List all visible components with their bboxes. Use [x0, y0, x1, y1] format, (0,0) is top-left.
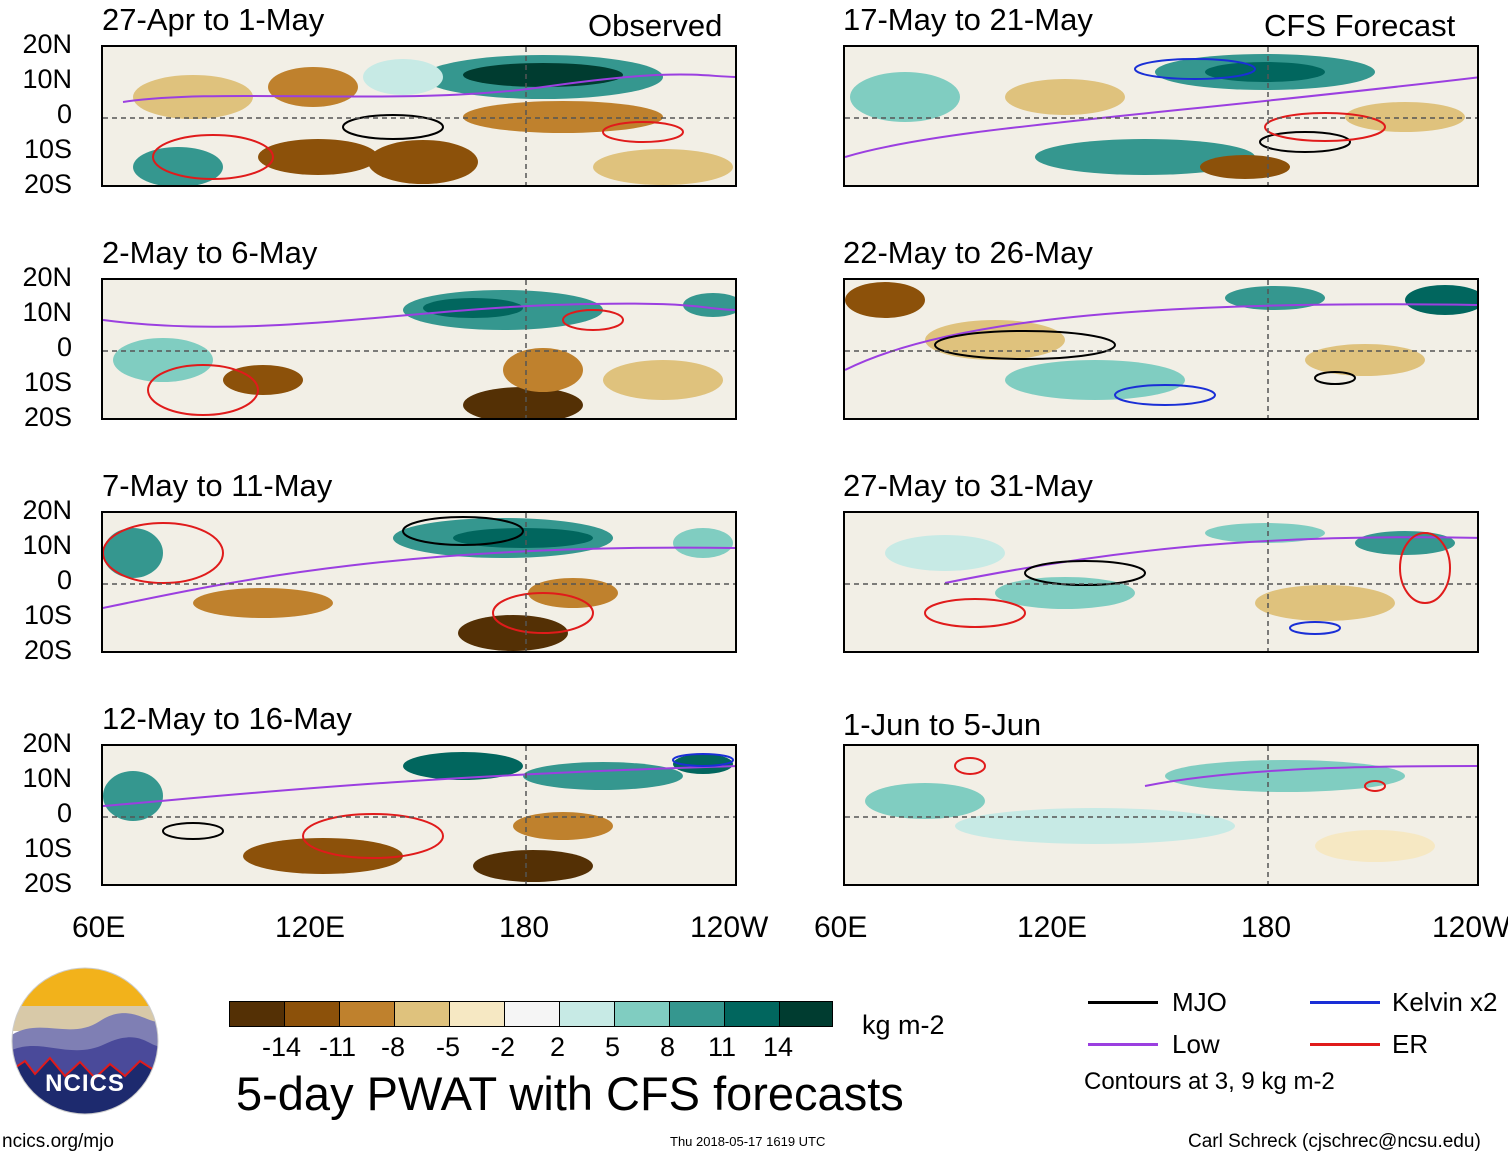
lat-label: 20N — [22, 728, 72, 758]
forecast-label: CFS Forecast — [1264, 8, 1456, 43]
colorbar-swatch — [449, 1001, 505, 1027]
panel-title-fc-2: 22-May to 26-May — [843, 235, 1093, 270]
map-panel-fc-2 — [843, 278, 1479, 420]
lat-label: 10N — [22, 64, 72, 94]
colorbar-tick: -8 — [381, 1032, 406, 1062]
colorbar-tick: -11 — [319, 1032, 357, 1062]
lat-label: 10N — [22, 297, 72, 327]
lon-label: 180 — [1241, 911, 1292, 944]
legend-line-er — [1310, 1043, 1380, 1046]
observed-label: Observed — [588, 8, 723, 43]
lon-label: 120W — [1432, 913, 1508, 943]
colorbar-swatch — [779, 1001, 833, 1027]
colorbar-tick: 2 — [550, 1032, 566, 1062]
legend-label-mjo: MJO — [1172, 987, 1227, 1017]
colorbar-tick: 5 — [605, 1032, 621, 1062]
colorbar-swatch — [724, 1001, 780, 1027]
colorbar-tick: 8 — [660, 1032, 676, 1062]
legend-label-kelvin: Kelvin x2 — [1392, 987, 1498, 1017]
logo-text: NCICS — [45, 1070, 125, 1097]
legend-label-low: Low — [1172, 1029, 1220, 1059]
lat-label: 20S — [23, 868, 72, 898]
colorbar-tick: 11 — [708, 1032, 737, 1062]
colorbar-swatch — [229, 1001, 285, 1027]
lat-label: 20S — [23, 635, 72, 665]
legend-label-er: ER — [1392, 1029, 1429, 1059]
panel-title-fc-4: 1-Jun to 5-Jun — [843, 707, 1042, 742]
lon-label: 60E — [72, 911, 126, 944]
lat-label: 20N — [22, 262, 72, 292]
colorbar-tick: -14 — [262, 1032, 302, 1062]
colorbar-tick: 14 — [763, 1032, 794, 1062]
lon-label: 60E — [814, 911, 868, 944]
colorbar-swatch — [339, 1001, 395, 1027]
lat-label: 20S — [23, 169, 72, 199]
lon-label: 120E — [1017, 911, 1088, 944]
panel-title-obs-2: 2-May to 6-May — [102, 235, 318, 270]
lat-label: 20N — [22, 495, 72, 525]
map-panel-fc-3 — [843, 511, 1479, 653]
lon-label: 180 — [499, 911, 550, 944]
panel-title-fc-1: 17-May to 21-May — [843, 2, 1093, 37]
colorbar-tick: -5 — [436, 1032, 461, 1062]
website-link[interactable]: ncics.org/mjo — [2, 1131, 114, 1152]
colorbar-swatch — [504, 1001, 560, 1027]
lat-label: 0 — [56, 332, 72, 362]
panel-title-obs-1: 27-Apr to 1-May — [102, 2, 325, 37]
lat-label: 10S — [23, 134, 72, 164]
lat-label: 10S — [23, 833, 72, 863]
lat-label: 0 — [56, 798, 72, 828]
lat-label: 0 — [56, 565, 72, 595]
legend-line-low — [1088, 1043, 1158, 1046]
colorbar-tick: -2 — [491, 1032, 516, 1062]
panel-title-obs-4: 12-May to 16-May — [102, 701, 352, 736]
panel-title-fc-3: 27-May to 31-May — [843, 468, 1093, 503]
legend-line-mjo — [1088, 1001, 1158, 1004]
map-panel-obs-1 — [101, 45, 737, 187]
lat-label: 20S — [23, 402, 72, 432]
contour-note: Contours at 3, 9 kg m-2 — [1084, 1068, 1335, 1095]
lon-label: 120W — [690, 911, 769, 944]
colorbar-swatch — [669, 1001, 725, 1027]
lon-label: 120E — [275, 911, 346, 944]
colorbar-swatch — [614, 1001, 670, 1027]
lat-label: 0 — [56, 99, 72, 129]
units-label: kg m-2 — [862, 1010, 945, 1040]
ncics-logo: NCICS — [10, 966, 160, 1116]
colorbar-swatch — [284, 1001, 340, 1027]
lat-label: 10S — [23, 600, 72, 630]
map-panel-obs-2 — [101, 278, 737, 420]
panel-title-obs-3: 7-May to 11-May — [102, 468, 333, 503]
map-panel-obs-4 — [101, 744, 737, 886]
map-panel-fc-1 — [843, 45, 1479, 187]
main-title: 5-day PWAT with CFS forecasts — [236, 1067, 904, 1120]
lat-label: 20N — [22, 29, 72, 59]
colorbar-swatch — [559, 1001, 615, 1027]
legend-line-kelvin — [1310, 1001, 1380, 1004]
timestamp: Thu 2018-05-17 1619 UTC — [670, 1134, 826, 1149]
lat-label: 10S — [23, 367, 72, 397]
author-credit: Carl Schreck (cjschrec@ncsu.edu) — [1188, 1131, 1481, 1152]
lat-label: 10N — [22, 763, 72, 793]
lat-label: 10N — [22, 530, 72, 560]
map-panel-fc-4 — [843, 744, 1479, 886]
map-panel-obs-3 — [101, 511, 737, 653]
colorbar-swatch — [394, 1001, 450, 1027]
